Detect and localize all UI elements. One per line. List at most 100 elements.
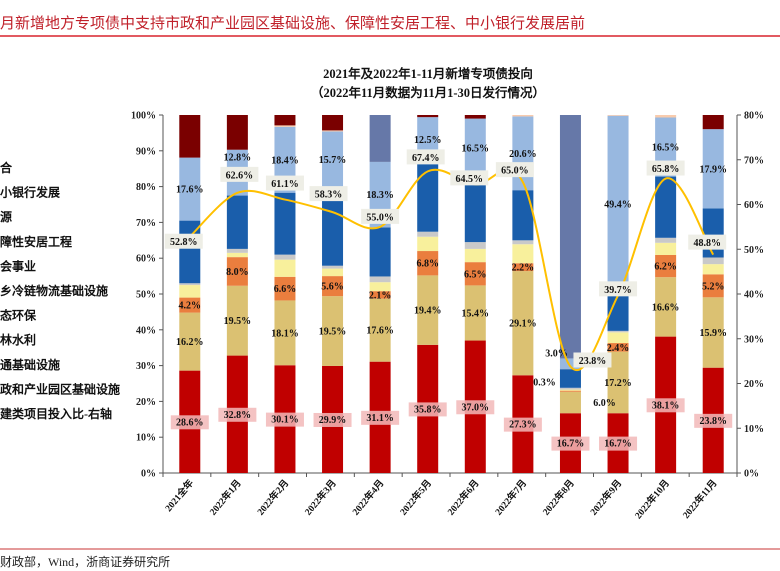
bar-segment [559,358,581,370]
segment-label: 0.3% [533,377,556,388]
legend: 合小银行发展源障性安居工程会事业乡冷链物流基础设施态环保林水利通基础设施政和产业… [0,160,120,421]
segment-label: 6.2% [654,262,677,273]
bar-segment [179,312,201,371]
right-tick-label: 50% [744,245,764,256]
bar-segment [702,115,724,130]
bar-segment [417,236,439,252]
segment-label: 18.1% [271,328,299,339]
bar-segment [607,115,629,116]
line-label: 48.8% [693,238,721,249]
segment-label: 16.7% [604,439,632,450]
segment-label: 6.8% [416,259,439,270]
bar-segment [322,130,344,132]
bar-segment [417,161,439,232]
line-label-box [220,166,259,182]
bar-segment [226,285,248,356]
left-tick-label: 80% [136,182,156,193]
left-tick-label: 100% [131,111,156,122]
segment-label-box [551,436,590,451]
bar-segment [274,115,296,126]
line-label-box [573,352,612,368]
segment-label-box [361,410,400,425]
x-tick-label: 2022年7月 [492,477,529,517]
bar-segment [464,285,486,341]
legend-item: 态环保 [0,308,37,323]
bar-segment [226,195,248,249]
segment-label-box [503,417,542,432]
left-tick-label: 40% [136,325,156,336]
x-tick-label: 2022年10月 [632,477,672,521]
bar-segment [179,157,201,221]
bar-segment [559,369,581,388]
legend-item: 源 [0,209,12,224]
bar-segment [655,277,677,337]
segment-label: 15.7% [319,155,347,166]
bar-segment [179,285,201,298]
segment-label: 16.7% [557,439,585,450]
bar-segment [512,190,534,241]
bars [179,115,724,473]
line-label-box [450,170,489,186]
x-tick-label: 2022年5月 [397,477,434,517]
left-tick-label: 10% [136,433,156,444]
bar-segment [702,208,724,258]
line-label: 39.7% [604,285,632,296]
segment-label: 16.5% [652,143,680,154]
bar-segment [702,274,724,298]
bar-segment [512,240,534,245]
bar-segment [702,257,724,265]
line-label-box [164,233,203,249]
segment-label-box [265,412,304,427]
segment-label: 19.5% [319,327,347,338]
bar-segment [274,259,296,277]
segment-label: 15.9% [699,328,727,339]
bar-segment [179,283,201,286]
bar-segment [512,263,534,272]
bar-segment [607,115,629,293]
bar-segment [274,125,296,127]
line-label-box [309,186,348,202]
line-label-box [361,208,400,224]
segment-label: 20.6% [509,149,537,160]
line-label: 65.0% [501,166,529,177]
bar-segment [512,115,534,117]
bar-segment [655,115,677,118]
line-label: 61.1% [271,179,299,190]
segment-label: 30.1% [271,415,299,426]
bar-segment [607,332,629,344]
bar-segment [369,298,391,362]
line-label-box [599,281,638,297]
segment-label: 5.2% [702,281,725,292]
bar-segment [655,237,677,243]
left-tick-label: 0% [141,469,156,480]
segment-label: 32.8% [224,410,252,421]
segment-label: 49.4% [604,200,632,211]
segment-label-box [694,413,733,428]
bar-segment [274,254,296,260]
bar-segment [369,282,391,292]
x-tick-label: 2022年9月 [588,477,625,517]
bar-segment [655,242,677,255]
segment-labels: 28.6% 16.2% 4.2% 17.6% 32.8% 19.5% 8.0% 12.8% 30… [170,135,733,451]
legend-item: 通基础设施 [0,357,60,372]
bar-segment [559,390,581,392]
segment-label: 28.6% [176,417,204,428]
segment-label: 29.1% [509,319,537,330]
bar-segment [417,251,439,276]
right-tick-label: 30% [744,334,764,345]
bar-segment [322,268,344,277]
line-label-box [495,162,534,178]
segment-label: 27.3% [509,420,537,431]
segment-label: 16.2% [176,337,204,348]
legend-item: 乡冷链物流基础设施 [0,283,108,298]
segment-label-box [646,398,685,413]
line-label-box [646,160,685,176]
left-tick-label: 90% [136,146,156,157]
segment-label: 19.4% [414,306,442,317]
bar-segment [369,276,391,283]
bar-segment [369,227,391,277]
bar-segment [417,231,439,237]
line-label: 52.8% [170,237,198,248]
segment-label-box [218,407,257,422]
bar-segment [464,177,486,243]
